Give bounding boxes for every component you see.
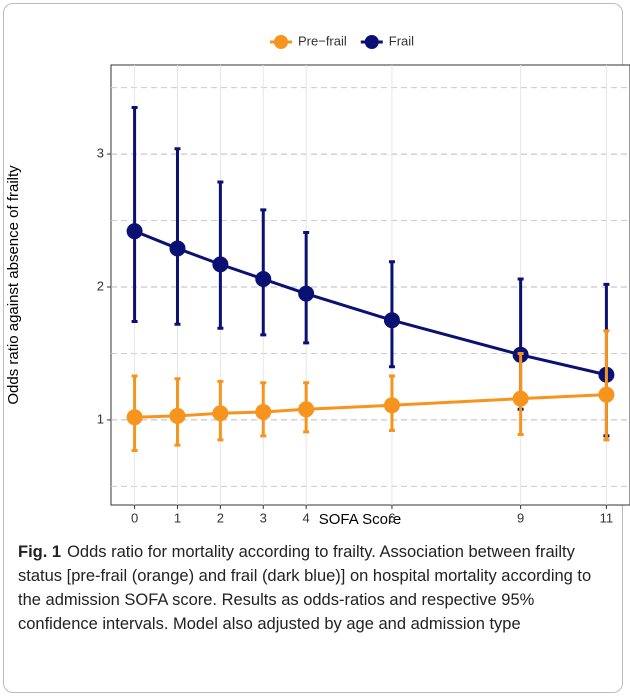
legend-key-point <box>364 35 379 49</box>
y-tick-label: 2 <box>97 278 104 293</box>
point <box>212 256 229 273</box>
x-tick-label: 6 <box>388 510 395 525</box>
point <box>212 405 229 422</box>
caption-label: Fig. 1 <box>18 543 62 561</box>
point <box>255 271 272 288</box>
x-tick-label: 4 <box>303 510 310 525</box>
point <box>169 240 186 257</box>
legend-label: Pre−frail <box>298 33 347 48</box>
point <box>383 397 400 414</box>
point <box>298 285 315 302</box>
x-tick-label: 9 <box>517 510 524 525</box>
point <box>169 407 186 424</box>
legend-key-point <box>274 35 288 49</box>
error-bar <box>131 106 138 324</box>
point <box>512 390 529 407</box>
point <box>598 386 615 403</box>
chart: Odds ratio against absence of frailty SO… <box>5 33 630 528</box>
x-tick-label: 2 <box>217 510 224 525</box>
point <box>383 312 400 329</box>
plot-panel <box>110 64 630 506</box>
point <box>126 223 143 240</box>
x-tick-label: 11 <box>600 510 614 525</box>
error-bar <box>603 329 610 442</box>
point <box>298 401 315 418</box>
x-tick-label: 3 <box>260 510 267 525</box>
point <box>255 403 272 420</box>
caption: Fig. 1 Odds ratio for mortality according… <box>18 540 608 636</box>
error-bar <box>174 147 181 326</box>
x-tick-label: 1 <box>174 510 181 525</box>
x-tick-label: 0 <box>131 510 138 525</box>
x-axis-label: SOFA Score <box>319 511 402 528</box>
error-bar <box>217 180 224 330</box>
legend-label: Frail <box>389 33 414 48</box>
y-axis-label: Odds ratio against absence of frailty <box>5 165 22 405</box>
caption-text: Odds ratio for mortality according to fr… <box>18 543 592 633</box>
y-tick-label: 1 <box>97 411 104 426</box>
y-tick-label: 3 <box>97 146 104 161</box>
point <box>126 409 143 426</box>
